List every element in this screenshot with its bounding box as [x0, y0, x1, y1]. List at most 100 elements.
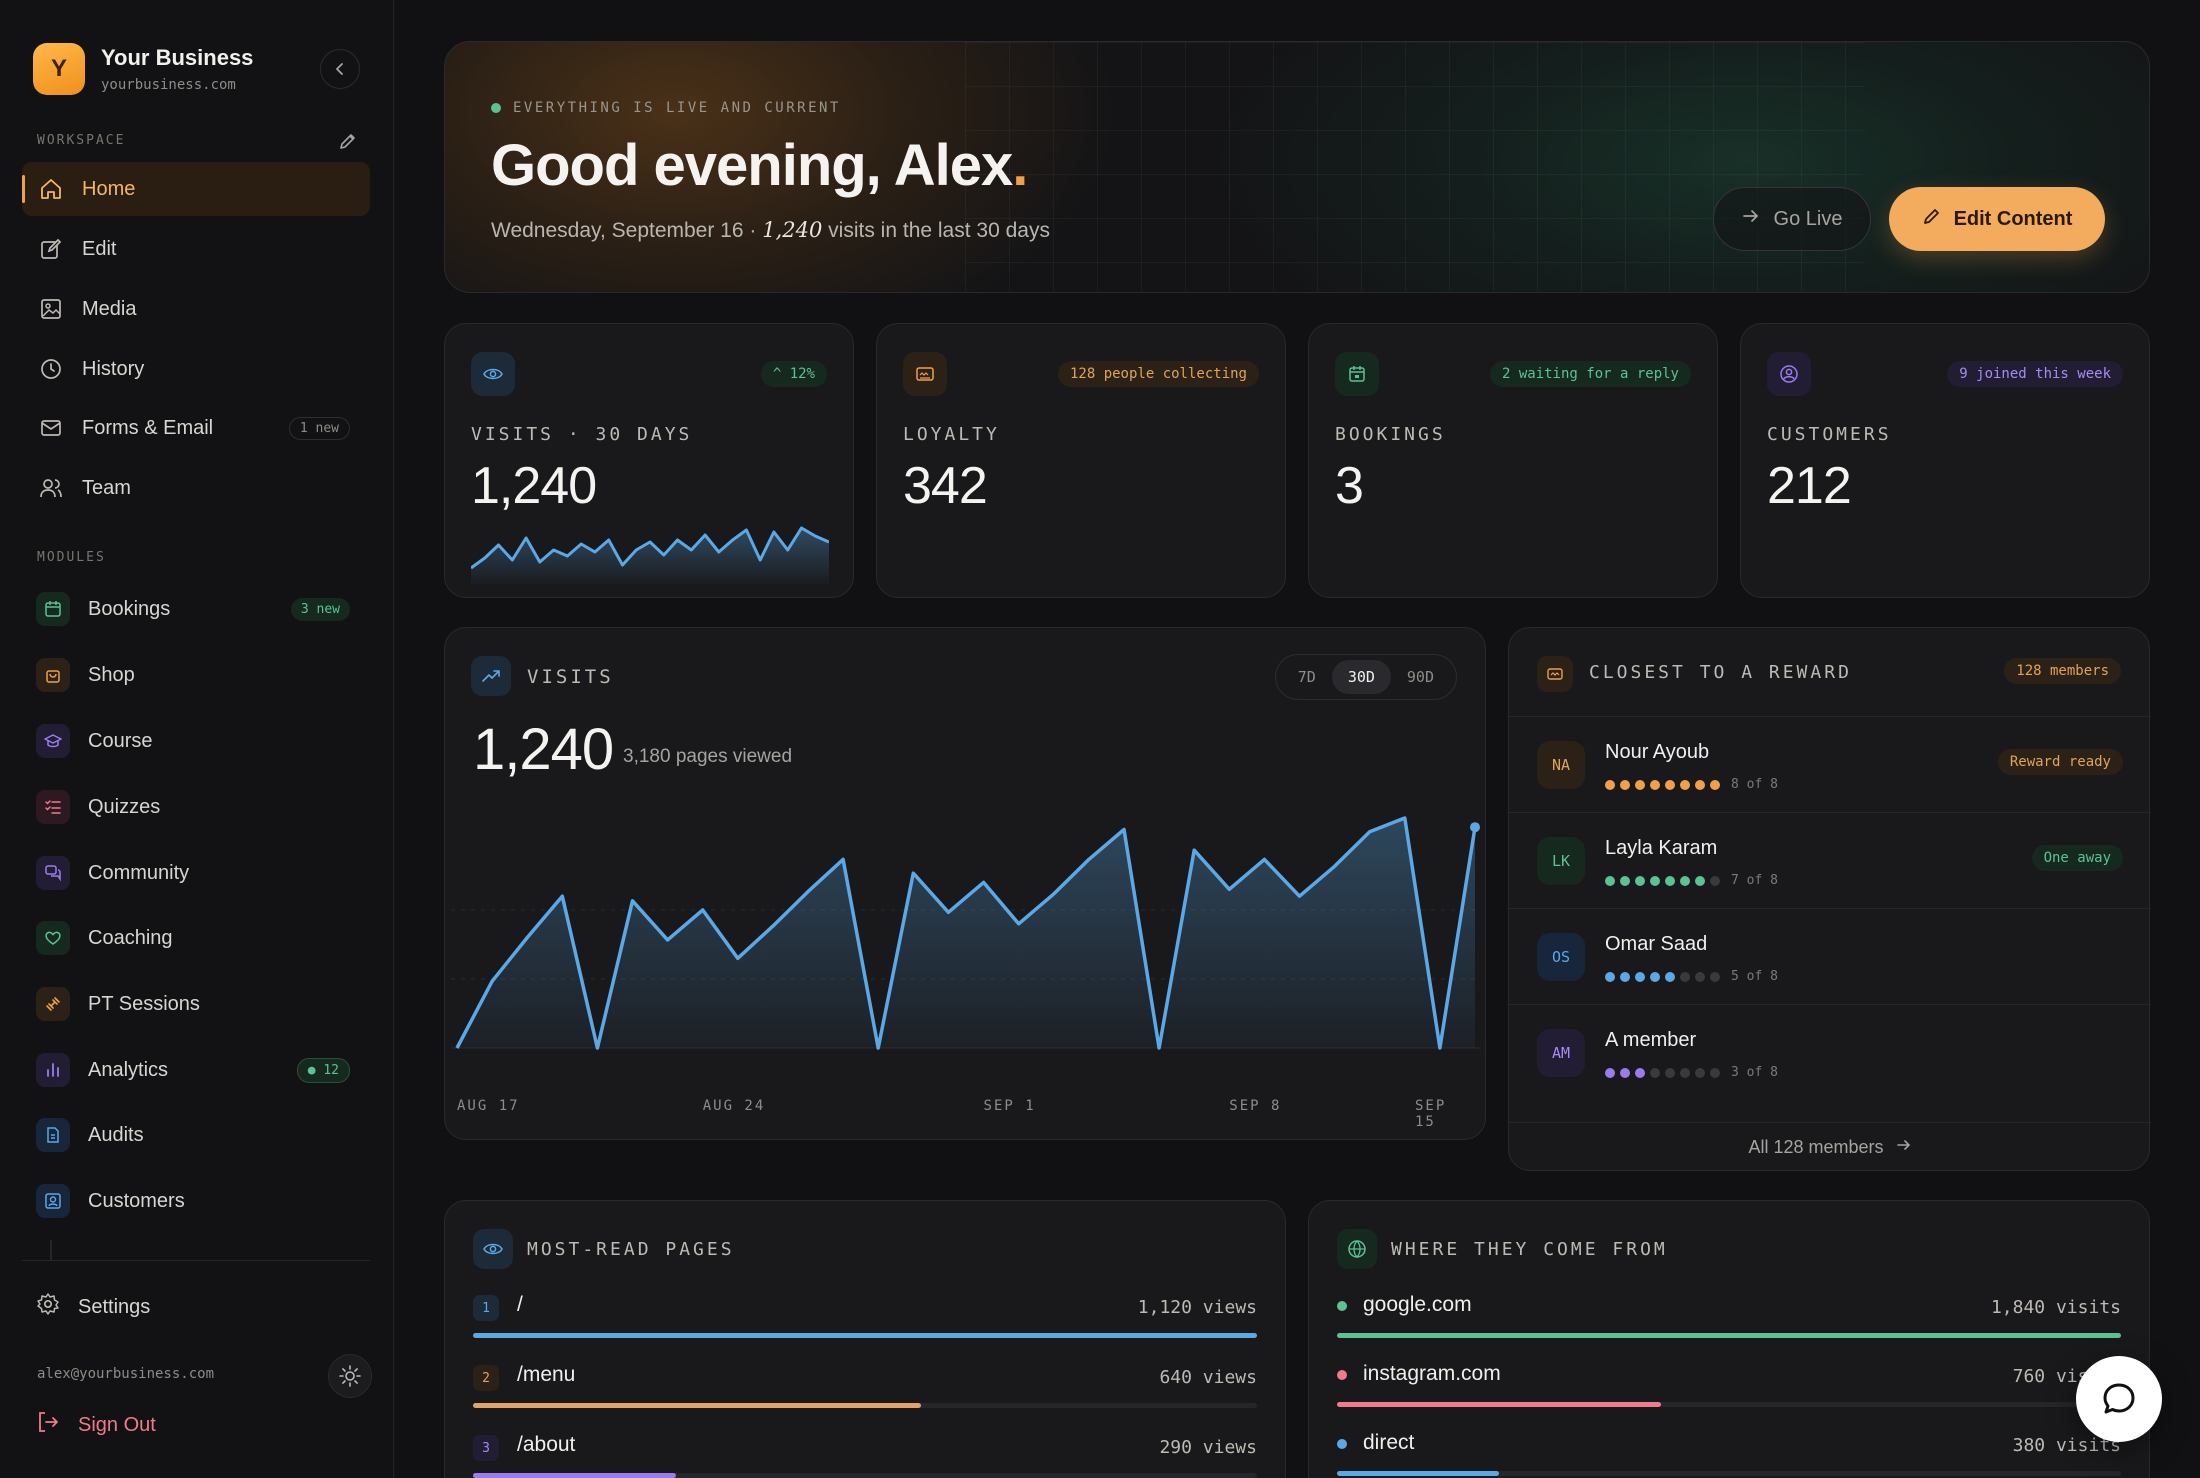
range-30d-button[interactable]: 30D [1331, 660, 1391, 694]
visits-area-chart[interactable] [451, 798, 1481, 1078]
source-dot [1337, 1439, 1347, 1449]
sidebar-item-label: History [82, 357, 145, 380]
card-icon [1537, 656, 1573, 692]
all-members-link[interactable]: All 128 members [1509, 1122, 2151, 1172]
chat-launcher-button[interactable] [2076, 1356, 2162, 1442]
sign-out-button[interactable]: Sign Out [36, 1410, 156, 1440]
chevron-left-icon [335, 63, 343, 75]
greeting-text: Good evening, Alex [491, 133, 1013, 198]
page-row[interactable]: 1 / 1,120 views [473, 1291, 1257, 1361]
reward-member-row[interactable]: AM A member 3 of 8 [1509, 1004, 2151, 1122]
page-row[interactable]: 2 /menu 640 views [473, 1361, 1257, 1431]
sidebar-item-quizzes[interactable]: Quizzes [22, 779, 370, 835]
stamp-dots [1605, 971, 1725, 982]
sidebar-item-label: Forms & Email [82, 416, 214, 439]
stat-card-loyalty[interactable]: 128 people collecting LOYALTY 342 [876, 323, 1286, 598]
stamp-empty [1695, 1067, 1705, 1078]
go-live-label: Go Live [1773, 207, 1843, 230]
source-visits: 380 visits [2012, 1435, 2121, 1456]
sun-icon [339, 1365, 361, 1387]
sidebar-item-community[interactable]: Community [22, 845, 370, 901]
live-status-dot [491, 103, 501, 113]
sidebar-item-history[interactable]: History [22, 342, 370, 396]
theme-toggle-button[interactable] [328, 1354, 372, 1398]
most-read-title: MOST-READ PAGES [527, 1239, 735, 1260]
brand-name: Your Business [101, 45, 254, 70]
stamp-empty [1710, 1067, 1720, 1078]
reward-panel-title: CLOSEST TO A REWARD [1589, 662, 1852, 683]
stamp-dots [1605, 779, 1725, 790]
visits-count: 1,240 [762, 218, 823, 242]
go-live-button[interactable]: Go Live [1713, 187, 1871, 251]
sidebar-item-bookings[interactable]: Bookings 3 new [22, 581, 370, 637]
visits-data-point [1470, 822, 1480, 833]
sidebar-item-coaching[interactable]: Coaching [22, 910, 370, 966]
hero-grid-decoration [965, 42, 1865, 292]
chat-bubbles-icon [36, 856, 70, 890]
sidebar-item-label: Shop [88, 663, 135, 686]
dumbbell-icon [36, 987, 70, 1021]
page-share-fill [473, 1473, 677, 1478]
visits-suffix: visits in the last 30 days [822, 219, 1050, 242]
sidebar-item-pt-sessions[interactable]: PT Sessions [22, 976, 370, 1032]
globe-icon [1337, 1229, 1377, 1269]
stamp-progress: 7 of 8 [1605, 873, 1778, 888]
reward-status-badge: Reward ready [1997, 749, 2123, 775]
members-count-badge: 128 members [2004, 658, 2121, 684]
stat-card-visits[interactable]: ^ 12% VISITS · 30 DAYS 1,240 [444, 323, 854, 598]
sidebar-item-media[interactable]: Media [22, 282, 370, 336]
sidebar-item-course[interactable]: Course [22, 713, 370, 769]
collapse-sidebar-button[interactable] [320, 49, 360, 89]
reward-member-row[interactable]: LK Layla Karam 7 of 8 One away [1509, 812, 2151, 908]
settings-button[interactable]: Settings [36, 1292, 150, 1322]
edit-content-label: Edit Content [1953, 207, 2073, 230]
brand[interactable]: Y Your Business yourbusiness.com [33, 43, 253, 95]
sidebar-item-edit[interactable]: Edit [22, 222, 370, 276]
stamp-progress: 5 of 8 [1605, 969, 1778, 984]
source-row[interactable]: direct 380 visits [1337, 1429, 2121, 1478]
mail-icon [38, 415, 64, 441]
image-icon [38, 296, 64, 322]
stamp-progress: 8 of 8 [1605, 777, 1778, 792]
edit-workspace-icon[interactable] [338, 131, 358, 156]
reward-member-row[interactable]: NA Nour Ayoub 8 of 8 Reward ready [1509, 716, 2151, 812]
stamp-dots [1605, 1067, 1725, 1078]
sign-out-label: Sign Out [78, 1413, 156, 1436]
collecting-badge: 128 people collecting [1057, 361, 1259, 387]
sidebar-item-team[interactable]: Team [22, 461, 370, 515]
range-90d-button[interactable]: 90D [1406, 668, 1434, 686]
source-row[interactable]: instagram.com 760 visits [1337, 1360, 2121, 1430]
edit-content-button[interactable]: Edit Content [1889, 187, 2105, 251]
gear-icon [36, 1292, 60, 1322]
settings-label: Settings [78, 1295, 151, 1318]
sidebar-item-analytics[interactable]: Analytics ● 12 [22, 1042, 370, 1098]
stat-card-customers[interactable]: 9 joined this week CUSTOMERS 212 [1740, 323, 2150, 598]
sidebar-item-audits[interactable]: Audits [22, 1107, 370, 1163]
sidebar-item-label: Quizzes [88, 795, 161, 818]
source-row[interactable]: google.com 1,840 visits [1337, 1291, 2121, 1361]
avatar: NA [1537, 741, 1585, 789]
member-name: Omar Saad [1605, 933, 1708, 955]
sidebar-item-home[interactable]: Home [22, 162, 370, 216]
sidebar-item-label: PT Sessions [88, 992, 200, 1015]
stat-card-bookings[interactable]: 2 waiting for a reply BOOKINGS 3 [1308, 323, 1718, 598]
sidebar-item-shop[interactable]: Shop [22, 647, 370, 703]
stamp-filled [1605, 1067, 1615, 1078]
account-email: alex@yourbusiness.com [37, 1366, 215, 1382]
eye-icon [471, 352, 515, 396]
source-name: instagram.com [1363, 1362, 1501, 1385]
stamp-dots [1605, 875, 1725, 886]
reward-member-row[interactable]: OS Omar Saad 5 of 8 [1509, 908, 2151, 1004]
stamp-filled [1650, 875, 1660, 886]
logout-icon [36, 1410, 60, 1440]
sidebar-item-forms-email[interactable]: Forms & Email 1 new [22, 401, 370, 455]
page-share-bar [473, 1333, 1257, 1338]
page-views: 1,120 views [1137, 1297, 1257, 1318]
range-7d-button[interactable]: 7D [1297, 668, 1316, 686]
sources-panel: WHERE THEY COME FROM google.com 1,840 vi… [1308, 1200, 2150, 1478]
trending-up-icon [471, 656, 511, 696]
page-row[interactable]: 3 /about 290 views [473, 1431, 1257, 1478]
sidebar-item-label: Home [82, 177, 136, 200]
stamp-filled [1695, 875, 1705, 886]
sidebar-item-customers[interactable]: Customers [22, 1173, 370, 1229]
